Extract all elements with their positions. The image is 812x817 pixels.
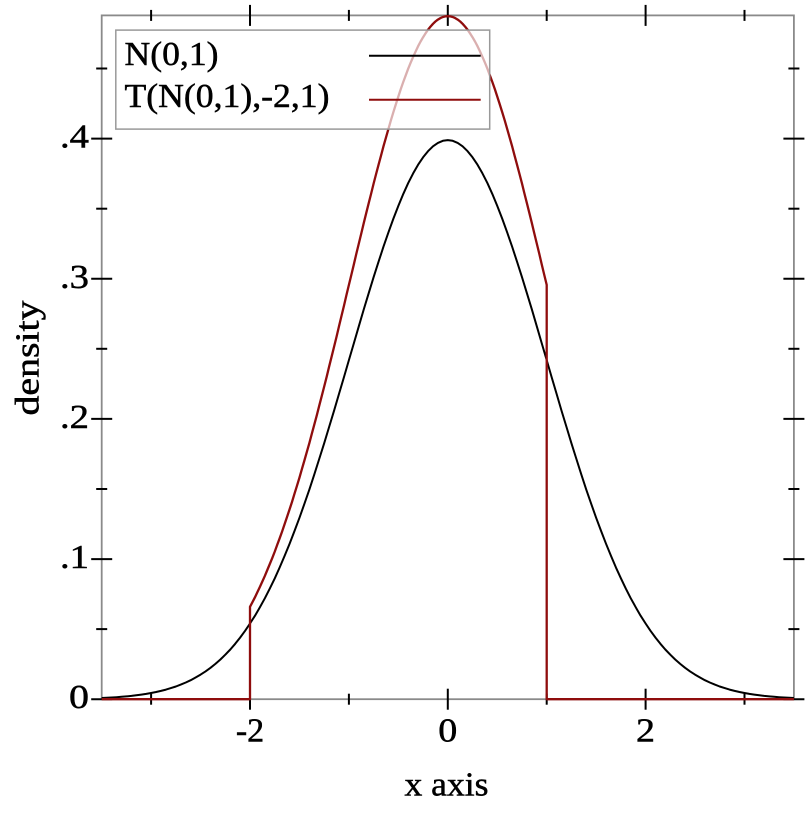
svg-text:0: 0 (69, 679, 89, 716)
svg-text:.4: .4 (60, 119, 89, 156)
svg-text:-2: -2 (236, 713, 264, 750)
svg-text:T(N(0,1),-2,1): T(N(0,1),-2,1) (125, 78, 330, 115)
svg-text:.2: .2 (60, 399, 89, 436)
svg-text:.1: .1 (60, 539, 89, 576)
svg-text:N(0,1): N(0,1) (125, 36, 219, 73)
svg-text:2: 2 (636, 713, 655, 750)
svg-text:x axis: x axis (405, 767, 489, 804)
svg-text:0: 0 (438, 713, 457, 750)
svg-text:density: density (10, 301, 47, 416)
svg-text:.3: .3 (60, 259, 89, 296)
